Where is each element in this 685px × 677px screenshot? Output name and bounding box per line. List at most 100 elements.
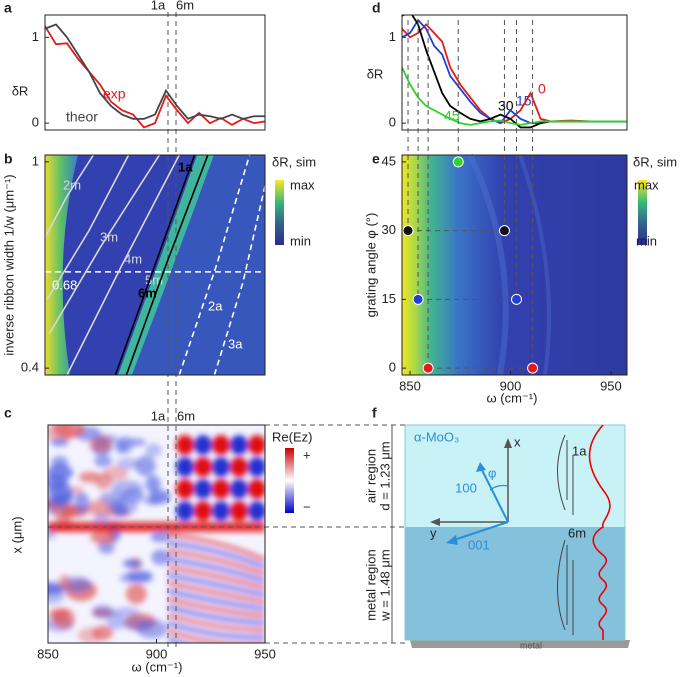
field-stripe bbox=[167, 557, 265, 583]
field-blob bbox=[230, 435, 248, 455]
series-line bbox=[45, 155, 95, 238]
colorbar bbox=[275, 180, 284, 245]
field-blob bbox=[248, 457, 265, 477]
point bbox=[527, 362, 539, 374]
colorbar-label: − bbox=[303, 499, 311, 514]
field-blob bbox=[176, 457, 194, 477]
mode-label: 4m bbox=[124, 251, 142, 266]
field-stripe bbox=[167, 637, 188, 643]
y-tick-label: 0 bbox=[389, 360, 396, 375]
heatmap-e bbox=[402, 153, 627, 376]
series-line bbox=[178, 155, 251, 375]
direction-label: 001 bbox=[468, 537, 490, 552]
region-size: w = 1.48 μm bbox=[377, 549, 392, 621]
x-tick-label: 950 bbox=[600, 378, 622, 393]
field-map bbox=[48, 425, 265, 643]
field-blob bbox=[90, 531, 116, 545]
y-tick-label: 1 bbox=[32, 153, 39, 168]
series-line bbox=[213, 185, 265, 375]
mode-label: 6m bbox=[568, 525, 586, 540]
guide-lines bbox=[48, 12, 405, 648]
mode-label: 1a bbox=[572, 443, 587, 458]
field-blobs bbox=[48, 425, 265, 643]
point bbox=[402, 225, 414, 237]
series-label: theor bbox=[66, 109, 98, 125]
field-blob bbox=[91, 604, 114, 619]
y-tick-label: 30 bbox=[382, 222, 396, 237]
annotation: 1a bbox=[151, 0, 166, 12]
field-blob bbox=[151, 549, 170, 566]
plot-frame bbox=[401, 154, 628, 376]
colorbar-label: max bbox=[634, 177, 659, 192]
field-blob bbox=[194, 435, 212, 455]
field-stripe bbox=[167, 541, 265, 569]
field-blob bbox=[194, 479, 212, 499]
field-blob bbox=[145, 475, 161, 494]
y-axis-label: inverse ribbon width 1/w (μm⁻¹) bbox=[1, 174, 16, 355]
field-stripe bbox=[167, 549, 265, 576]
field-blob bbox=[212, 479, 230, 499]
mode-label: 2a bbox=[208, 298, 223, 313]
field-blob bbox=[48, 474, 68, 491]
field-blob bbox=[248, 501, 265, 521]
field-blob bbox=[58, 574, 71, 591]
x-axis-label: ω (cm⁻¹) bbox=[487, 390, 538, 405]
panel-label: d bbox=[372, 0, 381, 16]
field-blob bbox=[176, 501, 194, 521]
colorbar-label: min bbox=[636, 233, 657, 248]
field-blob bbox=[126, 570, 153, 580]
plot-frame bbox=[47, 424, 266, 644]
colorbar-title: δR, sim bbox=[633, 154, 677, 169]
metal-label: metal bbox=[520, 640, 542, 650]
field-stripe bbox=[167, 565, 265, 590]
field-blob bbox=[125, 583, 147, 605]
panel-label: a bbox=[4, 0, 12, 16]
mode-label: 3a bbox=[228, 336, 243, 351]
colorbar bbox=[285, 448, 294, 513]
field-blob bbox=[50, 438, 69, 447]
field-blob bbox=[194, 457, 212, 477]
field-blob bbox=[74, 492, 90, 514]
series-line bbox=[66, 155, 180, 375]
angle-label: φ bbox=[488, 465, 496, 480]
series-group bbox=[45, 23, 265, 129]
field-blob bbox=[230, 457, 248, 477]
series-line bbox=[402, 66, 627, 126]
plot-frame bbox=[401, 14, 628, 131]
point bbox=[412, 293, 424, 305]
colorbar bbox=[638, 180, 647, 245]
y-axis-label: δR bbox=[12, 83, 29, 98]
series-line bbox=[402, 15, 627, 129]
field-blob bbox=[230, 501, 248, 521]
series-line bbox=[45, 25, 265, 129]
field-blob bbox=[116, 457, 140, 470]
annotation: 1a bbox=[151, 408, 166, 423]
y-axis-label: δR bbox=[367, 66, 384, 81]
field-blob bbox=[122, 488, 145, 503]
diagram-f bbox=[391, 424, 630, 648]
region-label: air region bbox=[363, 449, 378, 503]
field-blob bbox=[212, 435, 230, 455]
series-line bbox=[114, 155, 196, 375]
y-axis-label: grating angle φ (°) bbox=[363, 213, 378, 318]
series-group bbox=[45, 155, 265, 375]
field-blob bbox=[122, 558, 143, 569]
field-blob bbox=[106, 613, 125, 631]
x-tick-label: 850 bbox=[399, 378, 421, 393]
plot-frame bbox=[44, 154, 266, 376]
mode-label: 6m bbox=[138, 285, 157, 300]
field-stripe bbox=[167, 597, 265, 618]
field-blob bbox=[122, 616, 152, 632]
series-line bbox=[125, 155, 209, 375]
series-line bbox=[45, 23, 265, 120]
y-axis-label: x (μm) bbox=[9, 516, 24, 553]
series-label: 0 bbox=[538, 81, 546, 97]
point bbox=[498, 225, 510, 237]
series-line bbox=[48, 155, 161, 335]
field-blob bbox=[52, 491, 74, 504]
field-blob bbox=[114, 438, 129, 454]
field-blob bbox=[150, 531, 171, 543]
x-tick-label: 950 bbox=[254, 646, 276, 661]
field-blob bbox=[143, 496, 161, 506]
